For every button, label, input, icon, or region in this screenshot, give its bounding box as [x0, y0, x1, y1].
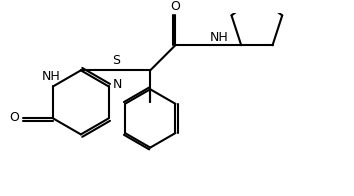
Text: O: O	[9, 111, 19, 124]
Text: NH: NH	[42, 70, 61, 83]
Text: NH: NH	[210, 31, 229, 44]
Text: O: O	[170, 0, 180, 13]
Text: S: S	[113, 54, 120, 67]
Text: N: N	[112, 78, 122, 91]
